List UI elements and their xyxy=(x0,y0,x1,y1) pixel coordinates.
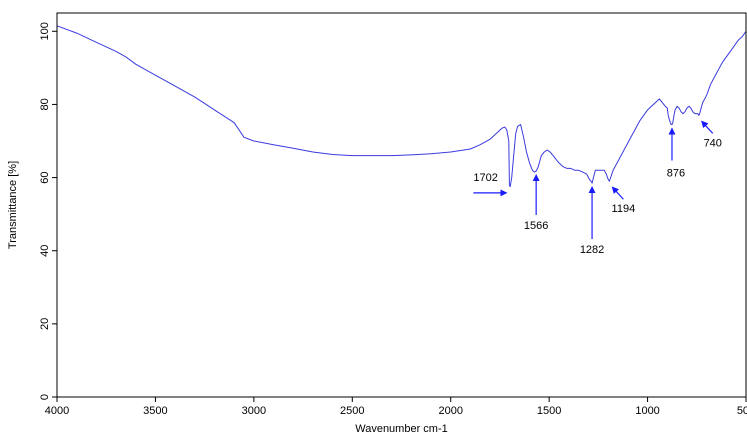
axes: 4000 3500 3000 2500 2000 1500 1000 500 0 20 40 60 80… xyxy=(39,12,747,417)
x-tick-label: 2000 xyxy=(438,405,462,417)
y-tick-label: 100 xyxy=(39,22,51,40)
x-tick-label: 500 xyxy=(737,405,747,417)
y-tick-label: 40 xyxy=(39,245,51,257)
x-tick-label: 3000 xyxy=(242,405,266,417)
x-tick-label: 1000 xyxy=(635,405,659,417)
peak-label-1282: 1282 xyxy=(580,244,604,256)
x-tick-label: 1500 xyxy=(537,405,561,417)
peak-label-1566: 1566 xyxy=(524,220,548,232)
y-tick-label: 60 xyxy=(39,171,51,183)
peak-arrow-740 xyxy=(701,120,714,134)
y-tick-label: 20 xyxy=(39,318,51,330)
x-tick-label: 2500 xyxy=(340,405,364,417)
y-tick-label: 80 xyxy=(39,98,51,110)
x-tick-label: 3500 xyxy=(143,405,167,417)
peak-label-876: 876 xyxy=(667,168,685,180)
y-tick-label: 0 xyxy=(39,394,51,400)
peak-arrow-1194 xyxy=(611,186,624,200)
x-axis-title: Wavenumber cm-1 xyxy=(355,423,448,434)
spectrum-line xyxy=(56,25,747,188)
annotations: 1702 1566 1282 1194 876 740 xyxy=(473,120,722,256)
peak-label-1194: 1194 xyxy=(612,203,636,215)
plot-frame xyxy=(56,12,747,398)
y-axis-title: Transmittance [%] xyxy=(7,161,19,249)
peak-label-1702: 1702 xyxy=(473,172,497,184)
plot-area xyxy=(56,25,747,188)
peak-label-740: 740 xyxy=(704,137,722,149)
x-tick-label: 4000 xyxy=(45,405,69,417)
